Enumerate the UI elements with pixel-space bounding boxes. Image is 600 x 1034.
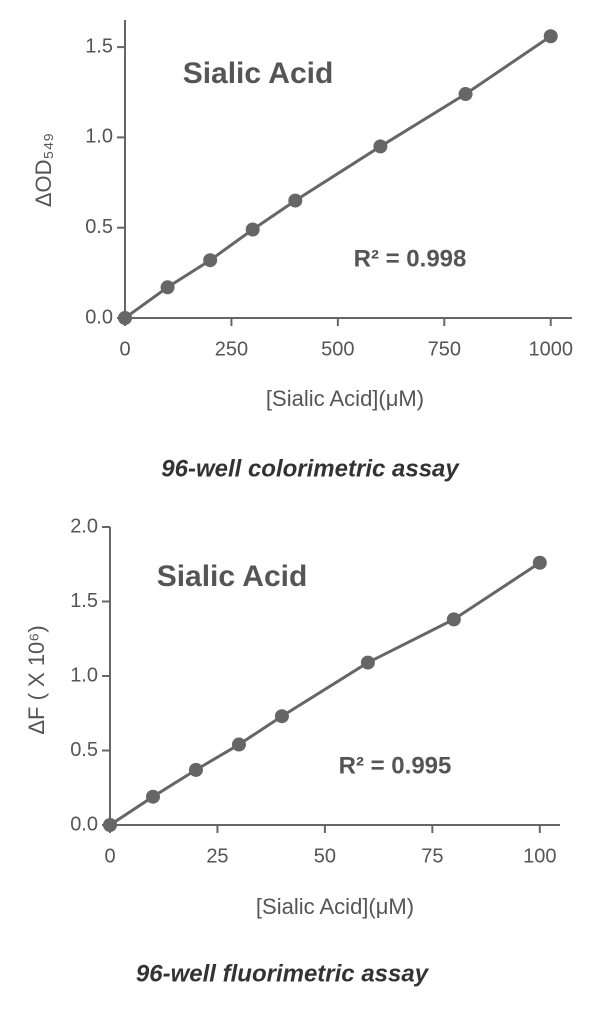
data-point: [145, 789, 160, 804]
caption: 96-well colorimetric assay: [161, 455, 460, 482]
x-tick-label: 250: [215, 338, 248, 360]
x-axis-title: [Sialic Acid](μM): [256, 894, 414, 919]
y-tick-label: 0.0: [70, 813, 98, 835]
data-point: [118, 311, 132, 325]
data-point: [373, 139, 388, 154]
annotation: Sialic Acid: [157, 560, 308, 593]
data-point: [103, 818, 117, 832]
data-point: [274, 709, 289, 724]
x-tick-label: 100: [523, 845, 556, 867]
y-tick-label: 0.0: [85, 306, 113, 328]
x-tick-label: 1000: [528, 338, 573, 360]
annotation: R² = 0.995: [339, 752, 452, 779]
data-point: [458, 87, 473, 102]
data-point: [245, 222, 260, 237]
y-tick-label: 0.5: [70, 739, 98, 761]
y-tick-label: 2.0: [70, 515, 98, 537]
annotation: Sialic Acid: [183, 57, 334, 90]
annotation: R² = 0.998: [354, 245, 467, 272]
x-tick-label: 75: [421, 845, 443, 867]
y-tick-label: 0.5: [85, 216, 113, 238]
data-point: [160, 280, 175, 295]
y-tick-label: 1.0: [70, 664, 98, 686]
x-tick-label: 25: [206, 845, 228, 867]
data-point: [188, 762, 203, 777]
x-tick-label: 750: [428, 338, 461, 360]
data-point: [360, 655, 375, 670]
y-axis-title: ΔF ( X 10⁶): [24, 625, 49, 734]
data-point: [288, 193, 303, 208]
y-tick-label: 1.5: [85, 35, 113, 57]
y-tick-label: 1.5: [70, 590, 98, 612]
data-point: [203, 253, 218, 268]
x-tick-label: 0: [119, 338, 130, 360]
data-point: [446, 612, 461, 627]
data-point: [231, 737, 246, 752]
data-point: [532, 555, 547, 570]
x-axis-title: [Sialic Acid](μM): [266, 386, 424, 411]
fit-line: [124, 35, 552, 320]
fit-line: [109, 561, 541, 827]
caption: 96-well fluorimetric assay: [136, 960, 430, 987]
data-point: [543, 29, 558, 44]
x-tick-label: 500: [321, 338, 354, 360]
x-tick-label: 50: [314, 845, 336, 867]
y-axis-title: ΔOD₅₄₉: [31, 133, 56, 207]
y-tick-label: 1.0: [85, 126, 113, 148]
x-tick-label: 0: [104, 845, 115, 867]
